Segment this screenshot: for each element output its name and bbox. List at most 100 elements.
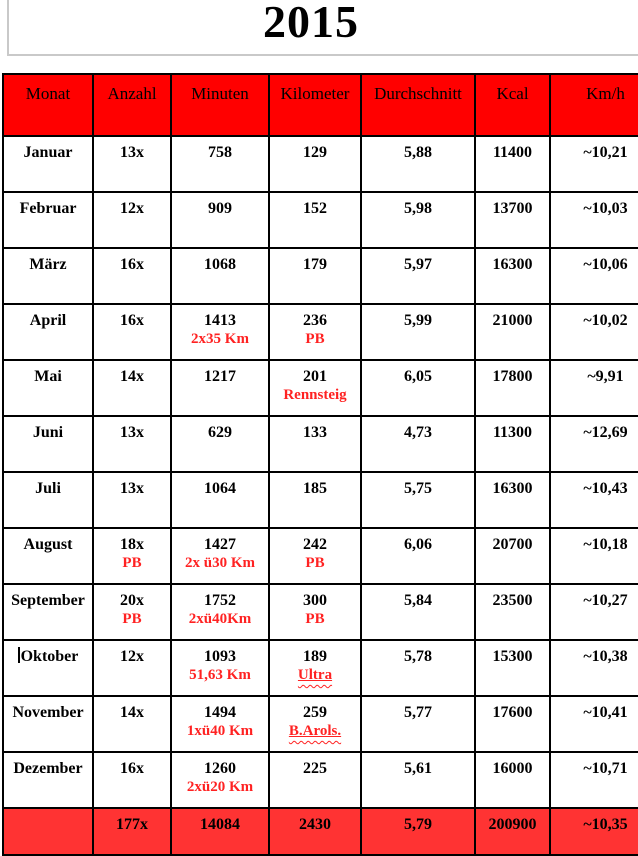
anzahl-cell[interactable]: 12x [94, 641, 172, 697]
total-monat-cell[interactable] [4, 809, 94, 856]
kmh-cell[interactable]: ~10,06 [551, 249, 638, 305]
durchschnitt-cell[interactable]: 5,77 [362, 697, 476, 753]
minuten-cell[interactable]: 1427 2x ü30 Km [172, 529, 270, 585]
row-maerz: März 16x 1068 179 5,97 16300 ~10,06 [4, 249, 638, 305]
durchschnitt-cell[interactable]: 6,06 [362, 529, 476, 585]
kcal-cell[interactable]: 15300 [476, 641, 551, 697]
anzahl-cell[interactable]: 13x [94, 417, 172, 473]
anzahl-cell[interactable]: 13x [94, 137, 172, 193]
total-durchschnitt-cell[interactable]: 5,79 [362, 809, 476, 856]
monat-cell[interactable]: Dezember [4, 753, 94, 809]
kmh-cell[interactable]: ~12,69 [551, 417, 638, 473]
stats-table-container: Monat Anzahl Minuten Kilometer Durchschn… [2, 73, 638, 856]
kilometer-cell[interactable]: 242 PB [270, 529, 362, 585]
kilometer-cell[interactable]: 152 [270, 193, 362, 249]
anzahl-cell[interactable]: 12x [94, 193, 172, 249]
kmh-cell[interactable]: ~10,71 [551, 753, 638, 809]
durchschnitt-cell[interactable]: 5,99 [362, 305, 476, 361]
durchschnitt-cell[interactable]: 4,73 [362, 417, 476, 473]
monat-cell[interactable]: Januar [4, 137, 94, 193]
kilometer-cell[interactable]: 185 [270, 473, 362, 529]
kcal-cell[interactable]: 17800 [476, 361, 551, 417]
anzahl-cell[interactable]: 18x PB [94, 529, 172, 585]
durchschnitt-cell[interactable]: 5,98 [362, 193, 476, 249]
minuten-cell[interactable]: 1217 [172, 361, 270, 417]
kilometer-cell[interactable]: 189 Ultra [270, 641, 362, 697]
kcal-cell[interactable]: 16300 [476, 249, 551, 305]
row-september: September 20x PB 1752 2xü40Km 300 PB 5,84 2… [4, 585, 638, 641]
kilometer-cell[interactable]: 129 [270, 137, 362, 193]
minuten-cell[interactable]: 758 [172, 137, 270, 193]
durchschnitt-cell[interactable]: 5,61 [362, 753, 476, 809]
minuten-cell[interactable]: 1260 2xü20 Km [172, 753, 270, 809]
kmh-cell[interactable]: ~9,91 [551, 361, 638, 417]
monat-cell[interactable]: März [4, 249, 94, 305]
kcal-cell[interactable]: 21000 [476, 305, 551, 361]
kmh-cell[interactable]: ~10,02 [551, 305, 638, 361]
minuten-cell[interactable]: 909 [172, 193, 270, 249]
kcal-cell[interactable]: 23500 [476, 585, 551, 641]
monat-cell[interactable]: Februar [4, 193, 94, 249]
kmh-cell[interactable]: ~10,21 [551, 137, 638, 193]
total-kilometer-cell[interactable]: 2430 [270, 809, 362, 856]
kilometer-cell[interactable]: 259 B.Arols. [270, 697, 362, 753]
monat-cell[interactable]: Oktober [4, 641, 94, 697]
monat-cell[interactable]: Juni [4, 417, 94, 473]
anzahl-cell[interactable]: 16x [94, 753, 172, 809]
total-kcal-cell[interactable]: 200900 [476, 809, 551, 856]
kcal-cell[interactable]: 11300 [476, 417, 551, 473]
anzahl-cell[interactable]: 16x [94, 249, 172, 305]
kmh-cell[interactable]: ~10,41 [551, 697, 638, 753]
anzahl-cell[interactable]: 14x [94, 361, 172, 417]
monat-cell[interactable]: August [4, 529, 94, 585]
durchschnitt-cell[interactable]: 5,84 [362, 585, 476, 641]
kilometer-cell[interactable]: 225 [270, 753, 362, 809]
minuten-cell[interactable]: 1068 [172, 249, 270, 305]
kilometer-cell[interactable]: 236 PB [270, 305, 362, 361]
monat-cell[interactable]: Juli [4, 473, 94, 529]
anzahl-cell[interactable]: 16x [94, 305, 172, 361]
anzahl-value: 13x [120, 480, 144, 497]
kmh-cell[interactable]: ~10,27 [551, 585, 638, 641]
minuten-cell[interactable]: 1064 [172, 473, 270, 529]
minuten-cell[interactable]: 1093 51,63 Km [172, 641, 270, 697]
anzahl-cell[interactable]: 20x PB [94, 585, 172, 641]
kcal-cell[interactable]: 20700 [476, 529, 551, 585]
monat-cell[interactable]: Mai [4, 361, 94, 417]
durchschnitt-cell[interactable]: 6,05 [362, 361, 476, 417]
kcal-cell[interactable]: 11400 [476, 137, 551, 193]
kcal-cell[interactable]: 13700 [476, 193, 551, 249]
kcal-cell[interactable]: 16000 [476, 753, 551, 809]
anzahl-cell[interactable]: 14x [94, 697, 172, 753]
minuten-cell[interactable]: 1752 2xü40Km [172, 585, 270, 641]
kmh-cell[interactable]: ~10,18 [551, 529, 638, 585]
kcal-value: 23500 [492, 592, 533, 609]
minuten-cell[interactable]: 629 [172, 417, 270, 473]
monat-cell[interactable]: November [4, 697, 94, 753]
anzahl-note: PB [122, 611, 142, 627]
monat-cell[interactable]: September [4, 585, 94, 641]
monat-cell[interactable]: April [4, 305, 94, 361]
minuten-value: 629 [208, 424, 232, 441]
minuten-cell[interactable]: 1413 2x35 Km [172, 305, 270, 361]
minuten-value: 758 [208, 144, 232, 161]
durchschnitt-cell[interactable]: 5,78 [362, 641, 476, 697]
total-anzahl-cell[interactable]: 177x [94, 809, 172, 856]
anzahl-cell[interactable]: 13x [94, 473, 172, 529]
kmh-value: ~10,03 [583, 200, 628, 217]
kcal-cell[interactable]: 17600 [476, 697, 551, 753]
kmh-cell[interactable]: ~10,03 [551, 193, 638, 249]
durchschnitt-cell[interactable]: 5,97 [362, 249, 476, 305]
kmh-cell[interactable]: ~10,43 [551, 473, 638, 529]
total-minuten-cell[interactable]: 14084 [172, 809, 270, 856]
kilometer-cell[interactable]: 201 Rennsteig [270, 361, 362, 417]
kilometer-cell[interactable]: 179 [270, 249, 362, 305]
total-kmh-cell[interactable]: ~10,35 [551, 809, 638, 856]
durchschnitt-cell[interactable]: 5,88 [362, 137, 476, 193]
kilometer-cell[interactable]: 300 PB [270, 585, 362, 641]
minuten-cell[interactable]: 1494 1xü40 Km [172, 697, 270, 753]
kilometer-cell[interactable]: 133 [270, 417, 362, 473]
kmh-cell[interactable]: ~10,38 [551, 641, 638, 697]
kcal-cell[interactable]: 16300 [476, 473, 551, 529]
durchschnitt-cell[interactable]: 5,75 [362, 473, 476, 529]
